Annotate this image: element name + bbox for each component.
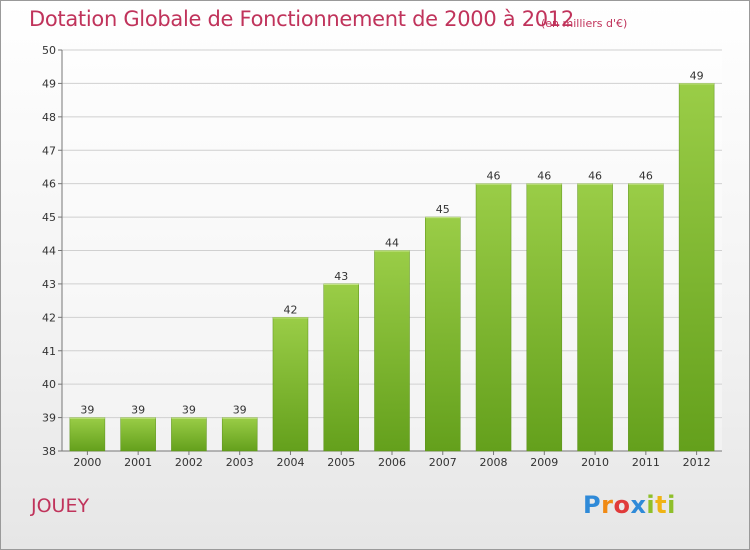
- chart-unit: (en milliers d'€): [541, 17, 628, 30]
- y-tick-label: 38: [42, 445, 56, 458]
- x-tick-label: 2006: [378, 456, 406, 469]
- y-tick-label: 43: [42, 278, 56, 291]
- chart-title: Dotation Globale de Fonctionnement de 20…: [29, 7, 574, 31]
- logo-letter: r: [601, 491, 614, 519]
- y-tick-label: 49: [42, 77, 56, 90]
- y-tick-label: 42: [42, 311, 56, 324]
- x-tick-label: 2009: [530, 456, 558, 469]
- bar: [323, 283, 359, 452]
- bar-value-label: 39: [182, 404, 196, 417]
- x-tick-label: 2001: [124, 456, 152, 469]
- bars: [69, 83, 715, 452]
- x-tick-label: 2005: [327, 456, 355, 469]
- y-tick-label: 41: [42, 345, 56, 358]
- bar-value-label: 46: [487, 170, 501, 183]
- logo-letter: o: [613, 491, 631, 519]
- bar-value-label: 46: [639, 170, 653, 183]
- x-tick-label: 2007: [429, 456, 457, 469]
- bar: [69, 417, 106, 452]
- bar: [374, 250, 410, 452]
- y-tick-label: 48: [42, 111, 56, 124]
- y-tick-label: 45: [42, 211, 56, 224]
- y-tick-label: 46: [42, 178, 56, 191]
- x-tick-label: 2012: [683, 456, 711, 469]
- bar: [628, 183, 664, 452]
- y-tick-label: 44: [42, 245, 56, 258]
- labels: 39 39 39 39 42 43 44 45 46 46 46 46 49: [80, 69, 703, 416]
- logo-letter: t: [655, 491, 668, 519]
- bar: [221, 417, 258, 452]
- bar-value-label: 49: [690, 69, 704, 82]
- logo-letter: x: [630, 491, 647, 519]
- bar-value-label: 39: [80, 404, 94, 417]
- proxiti-logo: Proxiti: [583, 491, 676, 519]
- x-tick-label: 2004: [276, 456, 304, 469]
- bar: [475, 183, 512, 452]
- bar-value-label: 39: [131, 404, 145, 417]
- bar: [577, 183, 613, 452]
- x-tick-label: 2008: [480, 456, 508, 469]
- y-tick-label: 50: [42, 44, 56, 57]
- y-tick-label: 47: [42, 144, 56, 157]
- x-tick-label: 2011: [632, 456, 660, 469]
- bar: [171, 417, 207, 452]
- logo-letter: P: [583, 491, 602, 519]
- bar: [272, 317, 309, 452]
- y-tick-label: 39: [42, 412, 56, 425]
- bar: [120, 417, 156, 452]
- bar: [425, 216, 461, 452]
- bar-value-label: 46: [537, 170, 551, 183]
- bar-value-label: 44: [385, 237, 399, 250]
- x-tick-label: 2010: [581, 456, 609, 469]
- x-tick-label: 2002: [175, 456, 203, 469]
- logo-letter: i: [667, 491, 676, 519]
- axes: 38 39 40 41 42 43 44 45 46 47 48 49 50 2000 2001 2002 20…: [42, 44, 722, 469]
- bar: [678, 83, 715, 452]
- x-tick-label: 2003: [226, 456, 254, 469]
- x-tick-label: 2000: [73, 456, 101, 469]
- bar-value-label: 42: [283, 303, 297, 316]
- bar-value-label: 39: [233, 404, 247, 417]
- logo-letter: i: [646, 491, 656, 519]
- y-tick-label: 40: [42, 378, 56, 391]
- bar-value-label: 43: [334, 270, 348, 283]
- commune-name: JOUEY: [31, 495, 90, 517]
- bar: [526, 183, 563, 452]
- bar-value-label: 46: [588, 170, 602, 183]
- bar-value-label: 45: [436, 203, 450, 216]
